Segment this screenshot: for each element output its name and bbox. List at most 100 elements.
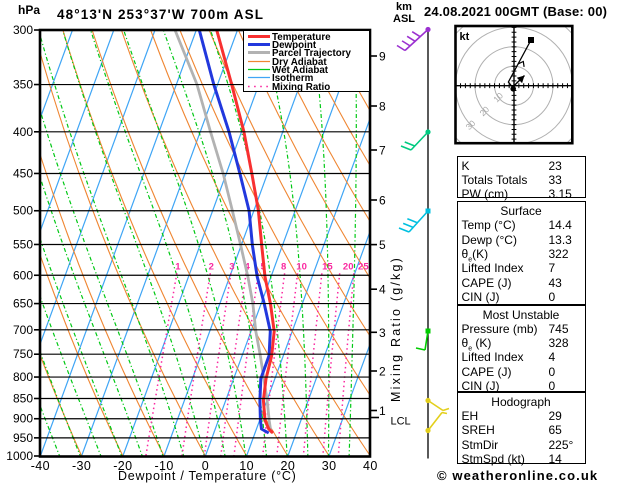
km-tick-label: 2 [379, 365, 386, 379]
stats-row-value: 29 [548, 409, 562, 424]
dry-adiabat-line [150, 30, 370, 457]
plot-border [38, 28, 372, 458]
stats-row-value: 33 [548, 172, 562, 187]
hodograph-start-marker [510, 86, 516, 92]
stats-row-value: 225° [548, 437, 574, 452]
date-label: 24.08.2021 00GMT (Base: 00) [424, 4, 608, 19]
pressure-tick-label: 1000 [6, 449, 33, 463]
mixing-ratio-line [233, 273, 259, 457]
km-tick-label: 9 [379, 50, 386, 64]
legend-item: Dry Adiabat [244, 56, 369, 68]
stats-row-value: 745 [548, 321, 569, 336]
stats-box-header: Surface [500, 204, 542, 218]
pressure-tick-label: 800 [13, 370, 33, 384]
stats-row-label: Totals Totals [461, 172, 528, 187]
stats-box: Most Unstable Pressure (mb) 745 θe (K) 328 Li… [456, 304, 586, 393]
temp-tick-label: -40 [31, 459, 50, 473]
isotherm-line [40, 30, 115, 234]
stats-row-value: 3.15 [548, 187, 572, 202]
pressure-tick-label: 350 [13, 78, 33, 92]
stats-row-value: 4 [548, 350, 556, 365]
pressure-tick-label: 850 [13, 391, 33, 405]
wet-adiabat-line [162, 30, 268, 457]
km-tick-label: 7 [379, 144, 386, 158]
mixing-ratio-line [276, 273, 299, 457]
mixing-ratio-label: 2 [209, 261, 214, 272]
km-tick-label: 5 [379, 238, 386, 252]
pressure-unit-label: hPa [18, 3, 41, 17]
pressure-tick-label: 700 [13, 323, 33, 337]
km-tick-label: 1 [379, 404, 386, 418]
pressure-tick-label: 650 [13, 297, 33, 311]
stats-row-value: 322 [548, 246, 569, 261]
mixing-ratio-label: 4 [244, 261, 250, 272]
dry-adiabat-line [40, 50, 206, 457]
dry-adiabat-line [237, 30, 370, 280]
legend-item: Parcel Trajectory [244, 48, 369, 59]
pressure-tick-label: 600 [13, 268, 33, 282]
stats-row-value: 0 [548, 289, 556, 304]
stats-row-value: 43 [548, 275, 562, 290]
legend-item-label: Dry Adiabat [272, 56, 327, 68]
stats-row-label: PW (cm) [461, 187, 509, 202]
legend-item: Wet Adiabat [244, 65, 369, 76]
asl-axis-label: ASL [393, 13, 415, 25]
stats-row-label: CIN (J) [461, 289, 500, 304]
temp-tick-label: 30 [322, 459, 337, 473]
legend: Temperature Dewpoint Parcel Trajectory Dry … [243, 30, 370, 93]
dry-adiabat-line [91, 30, 289, 457]
stats-box: K 23 Totals Totals 33 PW (cm) 3.15 [456, 155, 586, 202]
temp-tick-label: 0 [202, 459, 209, 473]
stats-row-label: θe (K) [461, 336, 492, 353]
dry-adiabat-line [62, 30, 248, 457]
wind-barb-feather [402, 222, 414, 229]
wind-barb-feather [406, 35, 416, 42]
wind-barb-feather [404, 141, 416, 147]
stats-row-label: EH [461, 409, 479, 424]
temp-tick-label: -10 [154, 459, 173, 473]
wind-barb-feather [441, 411, 448, 415]
legend-item-label: Temperature [272, 31, 331, 43]
dry-adiabat-line [120, 30, 330, 457]
legend-swatch [248, 42, 270, 46]
wind-barb-stem [410, 131, 429, 151]
stats-row-value: 0 [548, 379, 556, 393]
stats-row-label: CAPE (J) [461, 364, 512, 379]
lcl-label: LCL [391, 416, 411, 428]
stats-row-label: StmSpd (kt) [461, 451, 525, 466]
wet-adiabat-line [40, 175, 143, 457]
hodograph-trace [507, 39, 532, 89]
km-axis-label: km [396, 1, 412, 13]
hodograph-end-marker [528, 37, 534, 43]
km-tick-label: 6 [379, 194, 386, 208]
stats-row-value: 65 [548, 423, 562, 438]
mixing-ratio-line [322, 273, 341, 457]
storm-motion-arrowhead [516, 75, 525, 84]
pressure-tick-label: 550 [13, 237, 33, 251]
pressure-tick-label: 900 [13, 412, 33, 426]
mixing-ratio-label: 8 [281, 261, 286, 272]
dry-adiabat-line [267, 30, 370, 223]
isotherm-line [122, 30, 280, 457]
wind-barb-stem [427, 412, 443, 431]
pressure-tick-label: 950 [13, 431, 33, 445]
stats-row-label: CAPE (J) [461, 275, 512, 290]
wet-adiabat-line [40, 236, 123, 457]
wind-barb-feather [398, 227, 410, 233]
legend-swatch [248, 60, 270, 62]
dry-adiabat-line [208, 30, 370, 338]
wind-barb-feather [415, 347, 426, 351]
mixing-axis-label: Mixing Ratio (g/kg) [389, 256, 403, 402]
xaxis-title: Dewpoint / Temperature (°C) [118, 469, 297, 483]
dry-adiabat-line [40, 252, 124, 457]
wind-barb [400, 129, 431, 151]
wind-barb [396, 26, 431, 52]
isotherm-line [163, 30, 321, 457]
mixing-ratio-label: 3 [229, 261, 234, 272]
stats-row-value: 328 [548, 336, 569, 351]
wind-barb-feather [396, 44, 406, 52]
pressure-tick-label: 750 [13, 347, 33, 361]
legend-item: Isotherm [244, 73, 369, 84]
stats-row-value: 13.3 [548, 232, 572, 247]
